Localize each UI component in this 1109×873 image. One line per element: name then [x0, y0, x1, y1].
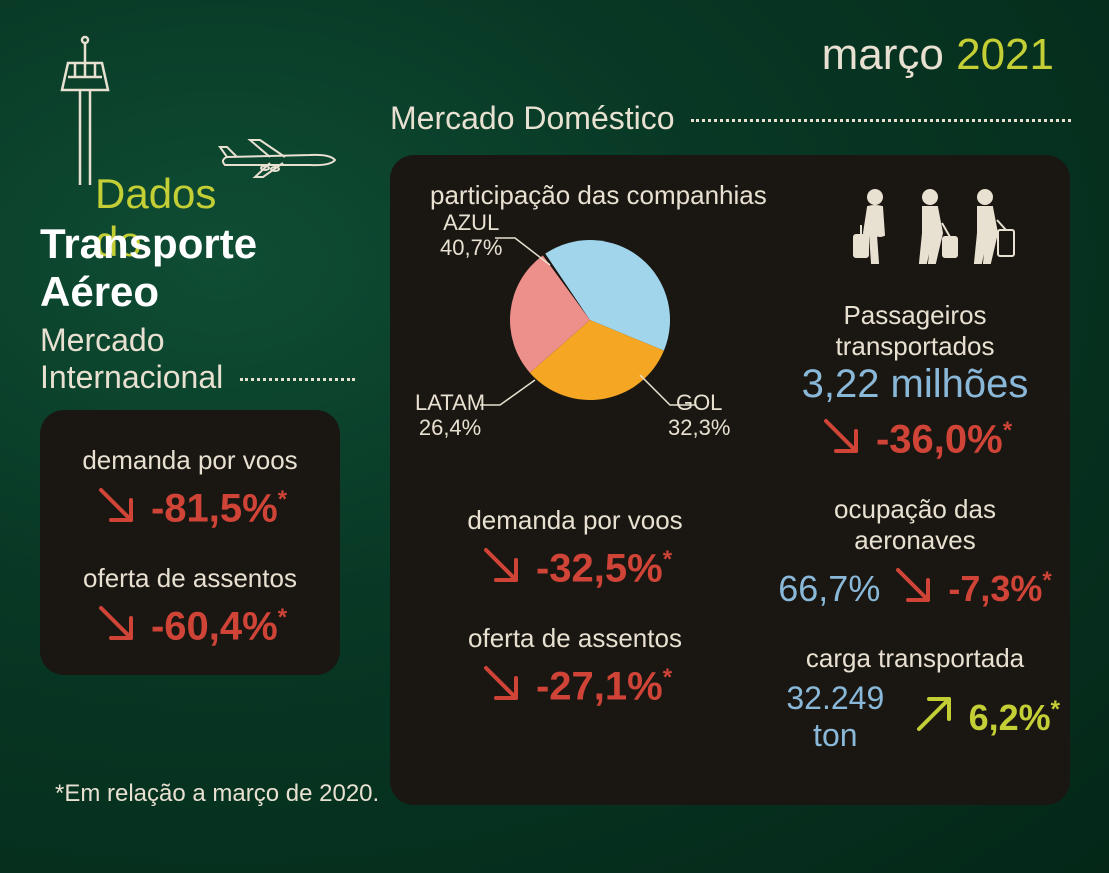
cargo-label: carga transportada [770, 643, 1060, 674]
dom-demand-label: demanda por voos [420, 505, 730, 536]
intl-heading-l2: Internacional [40, 359, 223, 395]
arrow-up-icon [911, 691, 959, 744]
arrow-down-icon [93, 482, 141, 535]
dotted-line-icon [240, 378, 355, 381]
arrow-down-icon [478, 542, 526, 595]
passengers-icon [850, 185, 1020, 280]
dom-supply-value: -27,1%* [536, 664, 672, 709]
dom-supply-label: oferta de assentos [420, 623, 730, 654]
cargo-block: carga transportada 32.249 ton 6,2%* [770, 643, 1060, 754]
intl-supply-block: oferta de assentos -60,4%* [70, 563, 310, 653]
passengers-block: Passageiros transportados 3,22 milhões -… [770, 300, 1060, 466]
header-date: março 2021 [822, 30, 1054, 80]
pie-label-latam: LATAM26,4% [415, 390, 485, 441]
leader-line-icon [635, 375, 695, 415]
intl-heading: Mercado Internacional [40, 322, 355, 396]
dom-left-column: demanda por voos -32,5%* oferta de assen… [420, 505, 730, 741]
tower-icon [50, 35, 120, 190]
footnote: *Em relação a março de 2020. [55, 780, 379, 808]
occupancy-block: ocupação das aeronaves 66,7% -7,3%* [770, 494, 1060, 615]
dom-heading: Mercado Doméstico [390, 100, 1071, 137]
intl-demand-block: demanda por voos -81,5%* [70, 445, 310, 535]
dom-panel: participação das companhias AZUL40,7% LA… [390, 155, 1070, 805]
title-line2: Transporte Aéreo [40, 220, 257, 316]
intl-demand-label: demanda por voos [70, 445, 310, 476]
occupancy-label: ocupação das aeronaves [770, 494, 1060, 556]
arrow-down-icon [478, 660, 526, 713]
header-month: março [822, 30, 944, 79]
cargo-change: 6,2%* [969, 696, 1060, 739]
leader-line-icon [480, 375, 540, 415]
passengers-value: 3,22 milhões [770, 362, 1060, 407]
intl-panel: demanda por voos -81,5%* oferta de assen… [40, 410, 340, 675]
intl-supply-label: oferta de assentos [70, 563, 310, 594]
intl-demand-value: -81,5%* [151, 486, 287, 531]
leader-line-icon [495, 230, 555, 270]
arrow-down-icon [93, 600, 141, 653]
pie-title: participação das companhias [430, 180, 767, 211]
dom-supply-block: oferta de assentos -27,1%* [420, 623, 730, 713]
passengers-change: -36,0%* [876, 417, 1012, 462]
dom-demand-block: demanda por voos -32,5%* [420, 505, 730, 595]
dom-demand-value: -32,5%* [536, 546, 672, 591]
intl-heading-l1: Mercado [40, 322, 165, 358]
arrow-down-icon [818, 413, 866, 466]
occupancy-change: -7,3%* [948, 567, 1051, 610]
pie-label-azul: AZUL40,7% [440, 210, 502, 261]
passengers-label: Passageiros transportados [770, 300, 1060, 362]
dom-right-column: Passageiros transportados 3,22 milhões -… [770, 300, 1060, 782]
airplane-icon [215, 135, 345, 190]
header-year: 2021 [956, 30, 1054, 79]
dom-heading-text: Mercado Doméstico [390, 100, 675, 136]
cargo-value: 32.249 ton [770, 680, 901, 754]
dotted-line-icon [691, 119, 1071, 122]
occupancy-value: 66,7% [778, 568, 880, 610]
intl-supply-value: -60,4%* [151, 604, 287, 649]
arrow-down-icon [890, 562, 938, 615]
